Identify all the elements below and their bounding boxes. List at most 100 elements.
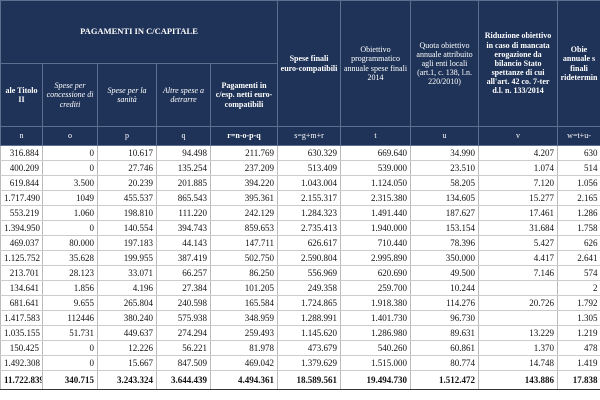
- cell: 395.361: [209, 190, 278, 206]
- cell: 134.605: [410, 190, 479, 206]
- column-header: Obie annuale s finali ridetermin: [557, 0, 600, 127]
- cell: 478: [557, 340, 600, 356]
- cell: 15.277: [478, 190, 558, 206]
- data-row: 1.717.490 1049 455.537 865.543 395.361 2.155.…: [0, 190, 600, 206]
- group-header: PAGAMENTI IN C/CAPITALE: [0, 0, 279, 64]
- cell: 0: [42, 355, 98, 371]
- cell: 4.417: [478, 250, 558, 266]
- cell: 213.701: [0, 265, 43, 281]
- cell: 1.305: [557, 310, 600, 326]
- cell: 7.146: [478, 265, 558, 281]
- cell: 259.700: [340, 280, 411, 296]
- cell: 0: [42, 220, 98, 236]
- column-header: Spese per concessione di crediti: [42, 63, 98, 127]
- cell: 669.640: [340, 145, 411, 161]
- cell: 0: [42, 145, 98, 161]
- data-row: 1.125.752 35.628 199.955 387.419 502.750 2.59…: [0, 250, 600, 266]
- data-row: 1.492.308 0 15.667 847.509 469.042 1.379.629 1…: [0, 355, 600, 371]
- total-row: 11.722.839 340.715 3.243.324 3.644.439 4.494…: [0, 370, 600, 390]
- cell: 153.154: [410, 220, 479, 236]
- cell: 13.229: [478, 325, 558, 341]
- cell: 2.590.804: [277, 250, 341, 266]
- cell: 626.617: [277, 235, 341, 251]
- cell: 23.510: [410, 160, 479, 176]
- column-code: t: [340, 126, 412, 146]
- cell: 44.143: [156, 235, 211, 251]
- column-header: Spese finali euro-compatibili: [277, 0, 342, 127]
- column-code: r=n-o-p-q: [209, 126, 279, 146]
- cell: 1.417.583: [0, 310, 43, 326]
- cell: 1.758: [557, 220, 600, 236]
- cell: 1.792: [557, 295, 600, 311]
- cell: 198.810: [97, 205, 157, 221]
- cell: 2: [557, 280, 600, 296]
- cell: 620.690: [340, 265, 411, 281]
- column-code: q: [156, 126, 211, 146]
- cell: 80.774: [410, 355, 479, 371]
- cell: 96.730: [410, 310, 479, 326]
- cell: 1.940.000: [340, 220, 411, 236]
- cell: 111.220: [156, 205, 211, 221]
- column-code: w=t+u-: [557, 126, 600, 146]
- cell: 2.315.380: [340, 190, 411, 206]
- total-cell: 340.715: [42, 370, 98, 390]
- cell: 1.125.752: [0, 250, 43, 266]
- code-row: n o p q r=n-o-p-q s=g+m+r t u v w=t+u-: [0, 126, 600, 146]
- column-header: Pagamenti in c/esp. netti euro-compatibi…: [209, 63, 279, 127]
- cell: 5.427: [478, 235, 558, 251]
- cell: 201.885: [156, 175, 211, 191]
- column-code: s=g+m+r: [277, 126, 342, 146]
- cell: 469.037: [0, 235, 43, 251]
- total-cell: 11.722.839: [0, 370, 43, 390]
- cell: 1.060: [42, 205, 98, 221]
- cell: 1.724.865: [277, 295, 341, 311]
- cell: 348.959: [209, 310, 278, 326]
- column-header: ale Titolo II: [0, 63, 43, 127]
- cell: 249.358: [277, 280, 341, 296]
- cell: 56.221: [156, 340, 211, 356]
- cell: 10.244: [410, 280, 479, 296]
- data-row: 400.209 0 27.746 135.254 237.209 513.409 539.0…: [0, 160, 600, 176]
- cell: 865.543: [156, 190, 211, 206]
- data-row: 134.641 1.856 4.196 27.384 101.205 249.358 259…: [0, 280, 600, 296]
- cell: 847.509: [156, 355, 211, 371]
- cell: 1.918.380: [340, 295, 411, 311]
- cell: 27.384: [156, 280, 211, 296]
- cell: 1.284.323: [277, 205, 341, 221]
- cell: 350.000: [410, 250, 479, 266]
- cell: 135.254: [156, 160, 211, 176]
- cell: 31.684: [478, 220, 558, 236]
- cell: 514: [557, 160, 600, 176]
- cell: 58.205: [410, 175, 479, 191]
- data-row: 469.037 80.000 197.183 44.143 147.711 626.617…: [0, 235, 600, 251]
- cell: 9.655: [42, 295, 98, 311]
- cell: 630: [557, 145, 600, 161]
- cell: 619.844: [0, 175, 43, 191]
- cell: 27.746: [97, 160, 157, 176]
- cell: 34.990: [410, 145, 479, 161]
- header-row: PAGAMENTI IN C/CAPITALE Spese finali euro…: [0, 0, 600, 127]
- cell: 15.667: [97, 355, 157, 371]
- cell: 1.145.620: [277, 325, 341, 341]
- cell: 394.220: [209, 175, 278, 191]
- data-row: 681.641 9.655 265.804 240.598 165.584 1.724.8…: [0, 295, 600, 311]
- cell: 80.000: [42, 235, 98, 251]
- cell: 81.978: [209, 340, 278, 356]
- total-cell: 19.494.730: [340, 370, 411, 390]
- total-cell: 18.589.561: [277, 370, 341, 390]
- data-row: 316.884 0 10.617 94.498 211.769 630.329 669.64…: [0, 145, 600, 161]
- cell: 94.498: [156, 145, 211, 161]
- cell: 1.286: [557, 205, 600, 221]
- cell: 1.515.000: [340, 355, 411, 371]
- cell: 1.856: [42, 280, 98, 296]
- cell: 1.074: [478, 160, 558, 176]
- cell: 502.750: [209, 250, 278, 266]
- cell: 1.370: [478, 340, 558, 356]
- cell: 630.329: [277, 145, 341, 161]
- cell: 1.035.155: [0, 325, 43, 341]
- cell: [478, 310, 558, 326]
- cell: 33.071: [97, 265, 157, 281]
- cell: 112446: [42, 310, 98, 326]
- cell: 449.637: [97, 325, 157, 341]
